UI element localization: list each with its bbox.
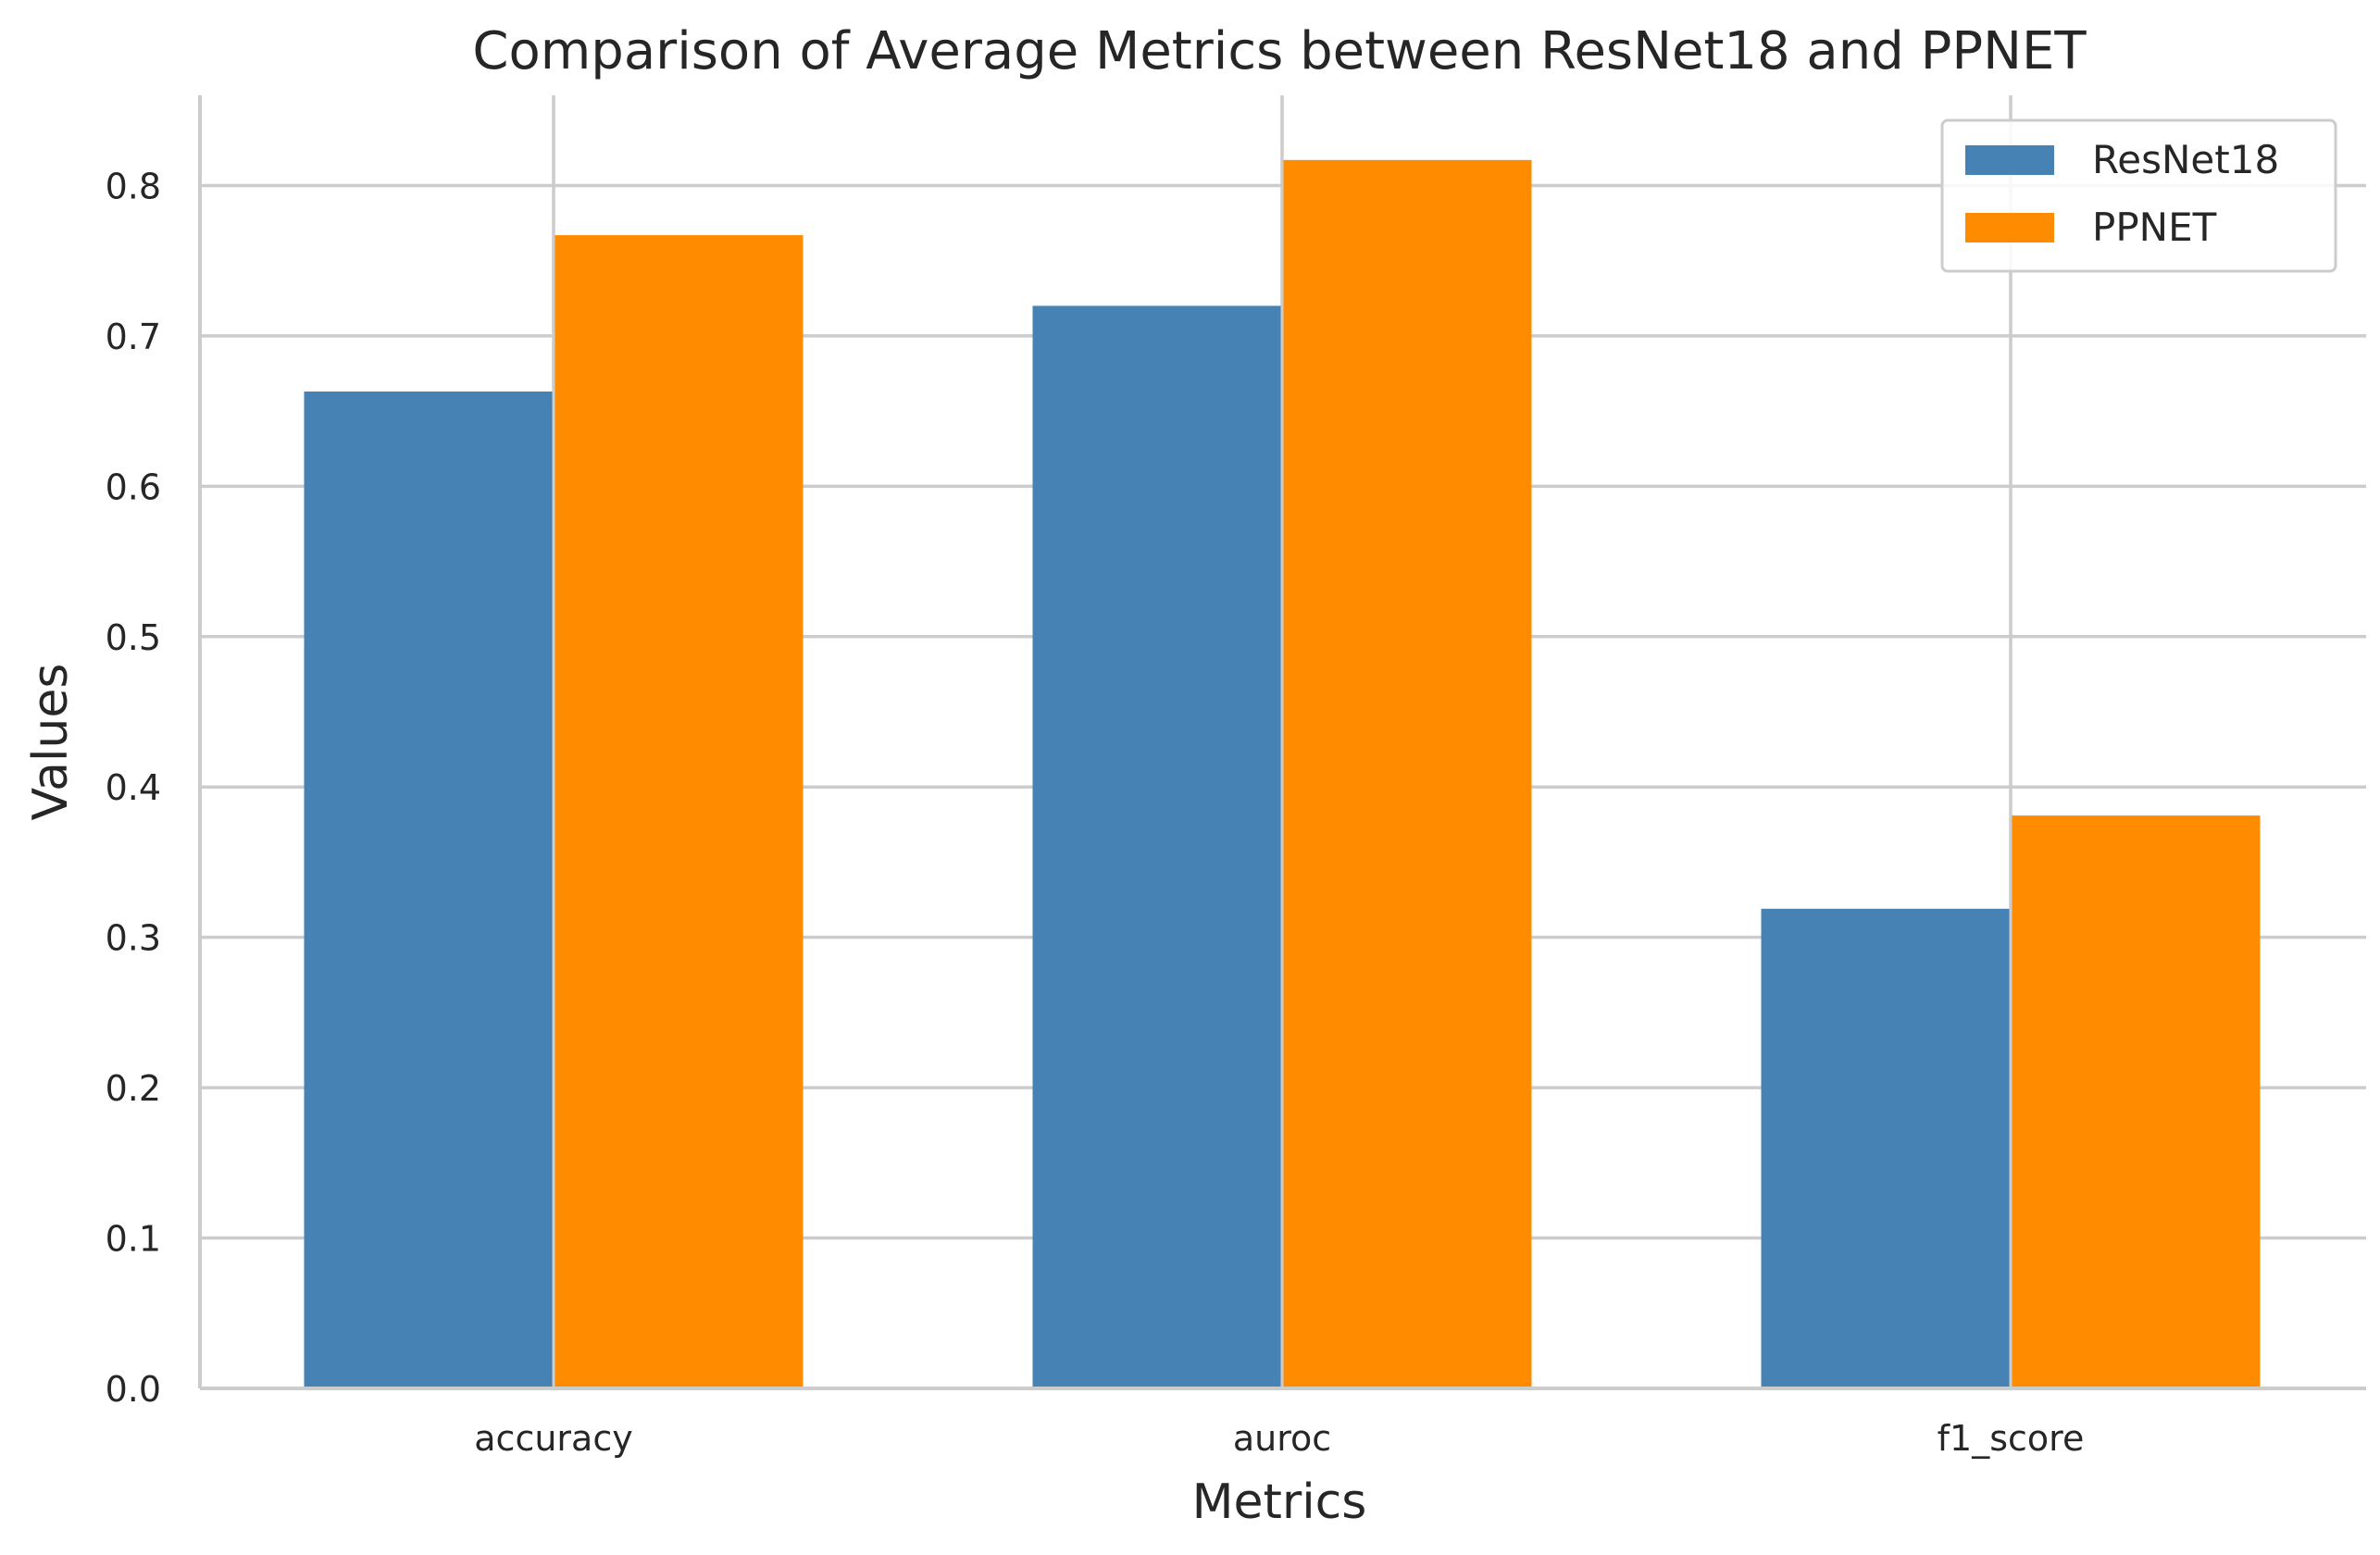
y-tick-label: 0.7 [106,317,161,357]
legend-swatch-PPNET [1965,213,2054,243]
bar-ResNet18-f1_score [1761,908,2010,1388]
y-tick-label: 0.3 [106,918,161,959]
x-axis-label: Metrics [1192,1474,1367,1530]
bar-ResNet18-accuracy [304,392,553,1388]
legend: ResNet18 PPNET [1940,118,2337,273]
bar-PPNET-f1_score [2012,815,2261,1388]
bar-PPNET-accuracy [555,235,804,1388]
legend-label-PPNET: PPNET [2092,205,2217,250]
y-tick-labels: 0.0 0.1 0.2 0.3 0.4 0.5 0.6 0.7 0.8 [106,166,161,1410]
x-tick-labels: accuracy auroc f1_score [474,1418,2084,1459]
y-tick-label: 0.2 [106,1068,161,1109]
y-axis-label: Values [23,664,79,821]
legend-label-ResNet18: ResNet18 [2092,137,2279,182]
y-tick-label: 0.8 [106,166,161,206]
bar-PPNET-auroc [1283,159,1532,1389]
y-tick-label: 0.4 [106,767,161,808]
x-tick-label: f1_score [1938,1418,2085,1459]
chart-title: Comparison of Average Metrics between Re… [472,21,2087,81]
y-tick-label: 0.1 [106,1219,161,1260]
x-tick-label: auroc [1233,1418,1331,1459]
x-tick-label: accuracy [474,1418,632,1459]
bars [304,159,2261,1389]
y-tick-label: 0.5 [106,617,161,658]
axes [198,95,2366,1390]
legend-items: ResNet18 PPNET [1965,137,2279,250]
legend-swatch-ResNet18 [1965,145,2054,175]
y-tick-label: 0.6 [106,466,161,507]
y-tick-label: 0.0 [106,1369,161,1410]
bar-ResNet18-auroc [1032,305,1281,1389]
